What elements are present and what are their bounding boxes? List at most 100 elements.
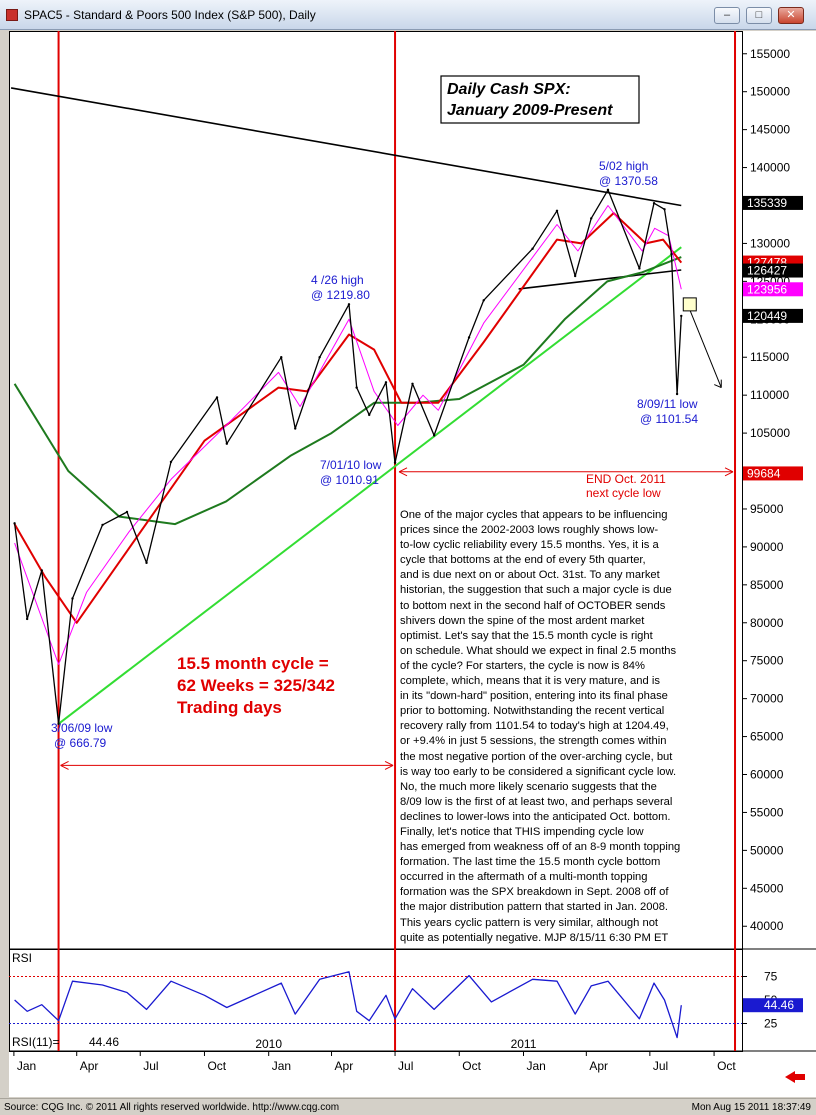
- series-spx-line: [13, 189, 682, 725]
- annotation-label: END Oct. 2011: [586, 472, 666, 486]
- annotation-label: @ 1010.91: [320, 473, 379, 487]
- annotation-label: @ 1219.80: [311, 288, 370, 302]
- y-tick-label: 140000: [750, 161, 790, 175]
- y-tick-label: 115000: [750, 350, 789, 364]
- source-text: Source: CQG Inc. © 2011 All rights reser…: [4, 1102, 340, 1113]
- annotation-label: 8/09/11 low: [637, 397, 698, 411]
- spx-point: [675, 392, 679, 396]
- projection-box: [682, 297, 697, 312]
- spx-point: [347, 303, 351, 306]
- window-titlebar: SPAC5 - Standard & Poors 500 Index (S&P …: [0, 0, 816, 30]
- price-tag-label: 126427: [747, 264, 787, 278]
- next-cycle-arrowheads: [398, 467, 734, 477]
- year-label: 2011: [511, 1037, 537, 1051]
- annotation-label: @ 666.79: [54, 736, 107, 750]
- annotation-label: 15.5 month cycle =: [177, 654, 329, 673]
- price-tag-label: 120449: [747, 309, 787, 323]
- trendline-uptrend: [57, 246, 682, 725]
- x-tick-label: Jan: [17, 1059, 36, 1073]
- spx-point: [368, 413, 371, 417]
- minimize-button[interactable]: –: [714, 7, 740, 24]
- rsi-y-tick-label: 75: [764, 970, 778, 984]
- spx-point: [606, 188, 610, 192]
- status-bar: Source: CQG Inc. © 2011 All rights reser…: [0, 1098, 816, 1115]
- spx-point: [531, 247, 534, 250]
- y-tick-label: 110000: [750, 388, 789, 402]
- spx-point: [318, 356, 321, 359]
- x-tick-label: Oct: [462, 1059, 481, 1073]
- y-tick-label: 50000: [750, 843, 784, 857]
- spx-point: [25, 617, 29, 621]
- spx-point: [652, 202, 656, 205]
- maximize-button[interactable]: □: [746, 7, 772, 24]
- chart-subtitle: January 2009-Present: [447, 102, 613, 119]
- annotation-label: @ 1101.54: [640, 412, 698, 426]
- spx-point: [71, 597, 74, 600]
- x-tick-label: Jan: [272, 1059, 291, 1073]
- annotation-label: Trading days: [177, 698, 282, 717]
- price-tag-label: 123956: [747, 282, 787, 296]
- series-short-ma-line: [14, 205, 682, 665]
- annotation-label: 3/06/09 low: [51, 721, 113, 735]
- spx-point: [169, 460, 173, 464]
- annotation-label: 4 /26 high: [311, 273, 364, 287]
- y-tick-label: 105000: [750, 426, 790, 440]
- cycle-span-arrowheads: [60, 760, 394, 770]
- spx-point: [355, 386, 358, 389]
- x-tick-label: Jul: [143, 1059, 158, 1073]
- annotation-label: @ 1370.58: [599, 174, 658, 188]
- spx-point: [40, 569, 44, 572]
- spx-point: [280, 356, 283, 359]
- app-icon: [6, 9, 18, 21]
- y-tick-label: 130000: [750, 236, 790, 250]
- x-tick-label: Oct: [207, 1059, 226, 1073]
- x-tick-label: Apr: [335, 1059, 354, 1073]
- y-tick-label: 90000: [750, 540, 784, 554]
- close-button[interactable]: ✕: [778, 7, 804, 24]
- annotation-label: 62 Weeks = 325/342: [177, 676, 335, 695]
- year-label: 2010: [255, 1037, 282, 1051]
- x-tick-label: Jul: [653, 1059, 668, 1073]
- spx-point: [555, 209, 559, 213]
- rsi-value-tag: [743, 998, 803, 1013]
- x-tick-label: Apr: [80, 1059, 99, 1073]
- annotation-label: 5/02 high: [599, 159, 648, 173]
- price-tag: [743, 466, 803, 481]
- rsi-y-tick-label: 25: [764, 1017, 778, 1031]
- y-tick-label: 155000: [750, 47, 790, 61]
- spx-point: [125, 510, 129, 514]
- spx-point: [663, 208, 666, 211]
- scroll-left-arrow-icon[interactable]: [785, 1071, 805, 1083]
- rsi-reading-value: 44.46: [89, 1035, 119, 1049]
- spx-point: [482, 299, 485, 302]
- spx-point: [411, 382, 414, 385]
- price-tag: [743, 263, 803, 278]
- spx-point: [467, 336, 471, 339]
- spx-point: [57, 722, 60, 726]
- spx-point: [670, 252, 673, 256]
- price-tag-label: 99684: [747, 466, 781, 480]
- x-tick-label: Apr: [589, 1059, 608, 1073]
- spx-point: [145, 561, 148, 565]
- y-tick-label: 85000: [750, 578, 784, 592]
- price-tag: [743, 308, 803, 323]
- rsi-reading-label: RSI(11)=: [12, 1035, 59, 1049]
- timestamp-text: Mon Aug 15 2011 18:37:49: [691, 1102, 811, 1113]
- chart-title: Daily Cash SPX:: [447, 81, 571, 98]
- rsi-panel-border: [9, 949, 743, 1052]
- x-tick-label: Jul: [398, 1059, 413, 1073]
- rsi-series-line: [14, 971, 682, 1039]
- y-tick-label: 65000: [750, 730, 784, 744]
- spx-point: [638, 267, 641, 270]
- spx-point: [590, 217, 593, 220]
- y-tick-label: 75000: [750, 654, 784, 668]
- annotation-label: next cycle low: [586, 486, 661, 500]
- projection-arrow: [689, 310, 722, 388]
- y-tick-label: 80000: [750, 616, 784, 630]
- y-tick-label: 150000: [750, 85, 790, 99]
- chart-frame: 40000 45000 50000 55000 60000 65000 70000 75000…: [9, 31, 816, 1097]
- price-tag: [743, 282, 803, 297]
- trendline-downtrend: [10, 87, 682, 207]
- x-tick-label: Jan: [526, 1059, 545, 1073]
- spx-point: [225, 442, 229, 445]
